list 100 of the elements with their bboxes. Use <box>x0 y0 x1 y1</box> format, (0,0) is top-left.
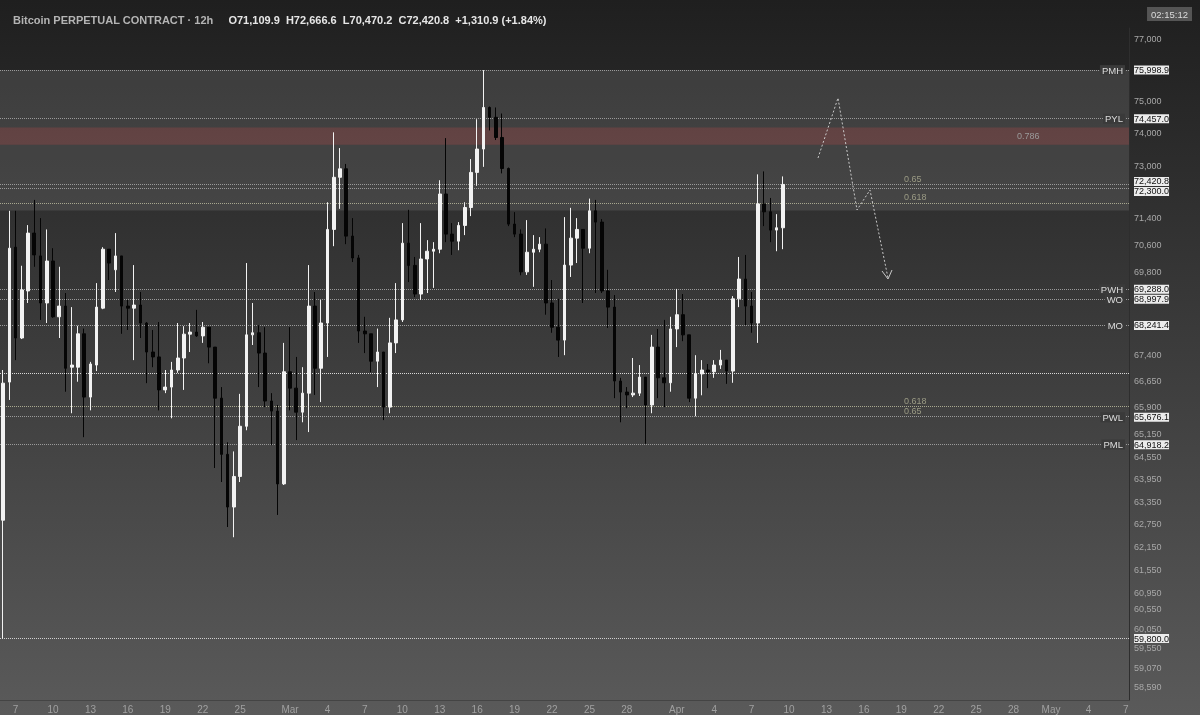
candlestick <box>89 361 92 411</box>
candlestick <box>469 158 473 217</box>
candlestick <box>82 328 86 438</box>
candlestick <box>307 264 311 433</box>
x-tick-label: 16 <box>858 703 870 715</box>
y-tick-label: 63,350 <box>1134 496 1162 507</box>
candlestick <box>569 207 573 278</box>
y-tick-label: 65,676.1 <box>1134 412 1170 423</box>
candlestick <box>425 239 429 294</box>
candlestick <box>625 386 629 409</box>
candlestick <box>631 357 635 398</box>
candlestick <box>332 131 336 247</box>
candlestick <box>263 326 267 408</box>
candlestick <box>769 197 772 243</box>
x-tick-label: 13 <box>84 703 97 715</box>
candlestick <box>762 170 766 227</box>
candlestick <box>363 316 367 354</box>
candlestick <box>544 227 548 316</box>
y-tick-label: 60,550 <box>1134 603 1162 614</box>
candlestick <box>232 450 236 538</box>
y-tick-label: 68,997.9 <box>1134 294 1170 305</box>
candlestick <box>488 106 491 131</box>
candlestick <box>737 256 741 308</box>
candlestick <box>781 175 785 250</box>
candlestick <box>245 262 248 431</box>
candlestick <box>45 228 49 324</box>
candlestick <box>750 291 753 334</box>
candlestick <box>563 216 566 356</box>
y-tick-label: 64,550 <box>1134 452 1162 463</box>
y-tick-label: 63,950 <box>1134 474 1162 485</box>
candlestick <box>338 147 342 210</box>
candlestick <box>76 325 80 383</box>
x-tick-label: 4 <box>711 703 718 715</box>
candlestick <box>650 334 654 414</box>
candlestick <box>588 198 591 254</box>
x-tick-label: 4 <box>324 703 331 715</box>
candlestick <box>394 282 398 354</box>
ref-line-label: PMH <box>1101 64 1124 76</box>
x-tick-label: Mar <box>281 703 300 715</box>
candlestick <box>1 369 5 640</box>
y-tick-label: 66,650 <box>1134 376 1162 387</box>
candlestick <box>575 217 579 264</box>
ref-line-label: WO <box>1106 293 1123 305</box>
candlestick <box>207 326 211 364</box>
candlestick <box>419 222 423 301</box>
candlestick <box>594 199 597 294</box>
candlestick <box>644 376 647 445</box>
candlestick <box>388 317 392 414</box>
candlestick <box>662 319 666 408</box>
y-tick-label: 59,070 <box>1134 662 1162 673</box>
chart-title: Bitcoin PERPETUAL CONTRACT · 12h <box>13 14 214 26</box>
candlestick <box>613 294 616 399</box>
text: 02:15:12 <box>1151 8 1188 20</box>
x-tick-label: 7 <box>1123 703 1130 715</box>
y-tick-label: 72,420.8 <box>1134 176 1170 187</box>
candlestick <box>344 163 348 245</box>
candlestick <box>669 316 672 393</box>
candlestick <box>450 222 454 256</box>
candlestick <box>39 217 42 321</box>
y-tick-label: 74,457.0 <box>1134 113 1170 124</box>
candlestick <box>151 329 155 368</box>
x-tick-label: 16 <box>122 703 134 715</box>
y-tick-label: 72,300.0 <box>1134 186 1170 197</box>
x-tick-label: 22 <box>933 703 945 715</box>
candlestick <box>226 441 229 528</box>
x-tick-label: 25 <box>234 703 247 715</box>
candlestick <box>14 210 17 361</box>
candlestick <box>500 113 504 174</box>
candlestick <box>64 292 67 393</box>
annotation: 0.618 <box>904 395 927 406</box>
candlestick <box>494 106 498 141</box>
x-tick-label: 13 <box>434 703 446 715</box>
y-tick-label: 70,600 <box>1134 239 1162 250</box>
y-tick-label: 60,950 <box>1134 588 1162 599</box>
candlestick <box>619 377 622 423</box>
x-tick-label: May <box>1041 703 1061 715</box>
candlestick <box>257 324 261 388</box>
candlestick <box>101 246 105 310</box>
y-tick-label: 58,590 <box>1134 682 1162 693</box>
y-tick-label: 69,288.0 <box>1134 284 1170 295</box>
candlestick <box>26 224 30 304</box>
annotation: 0.65 <box>904 173 922 184</box>
annotation: 0.618 <box>904 192 927 203</box>
candlestick <box>525 219 529 276</box>
candlestick <box>382 351 385 421</box>
candlestick <box>213 346 217 469</box>
candlestick <box>32 199 36 268</box>
candlestick <box>313 291 317 396</box>
candlestick <box>139 291 142 339</box>
y-tick-label: 75,000 <box>1134 96 1162 107</box>
candlestick <box>95 282 98 372</box>
x-tick-label: 22 <box>546 703 559 715</box>
y-tick-label: 74,000 <box>1134 128 1162 139</box>
x-tick-label: 22 <box>197 703 209 715</box>
x-tick-label: 16 <box>471 703 484 715</box>
candlestick <box>270 392 273 446</box>
candlestick <box>656 328 660 399</box>
y-tick-label: 71,400 <box>1134 213 1162 224</box>
x-tick-label: 7 <box>362 703 369 715</box>
y-tick-label: 65,150 <box>1134 429 1162 440</box>
